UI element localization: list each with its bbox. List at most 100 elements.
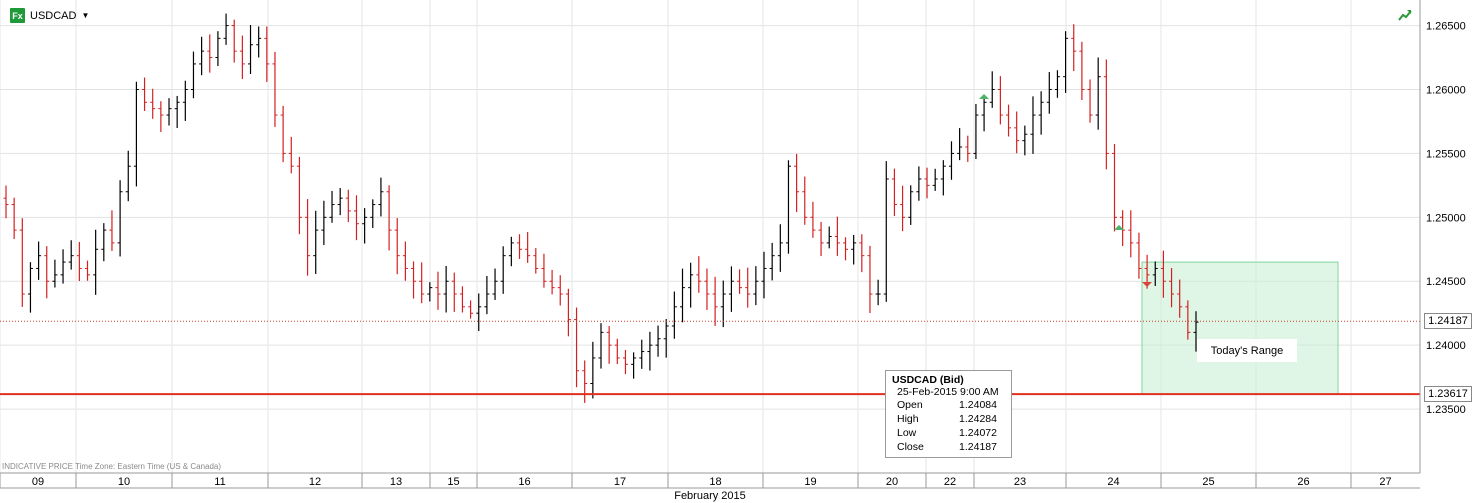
ohlc-bar [590,341,596,399]
x-axis: 09 10 11 12 13 15 16 17 18 19 20 22 23 24 25 26 27 Februa… [0,472,1420,502]
ohlc-bar [1120,210,1126,247]
ohlc-bar [948,141,954,180]
ohlc-bar [688,262,694,308]
ohlc-bar [761,251,767,299]
ohlc-bar [248,24,254,75]
ohlc-bar [158,101,164,133]
ohlc-bar [427,282,433,302]
ohlc-bar [647,331,653,371]
ohlc-bar [19,218,25,307]
ohlc-bar [101,223,107,262]
x-tick-label: 26 [1297,476,1309,488]
ohlc-bar [712,276,718,326]
ohlc-bar [989,71,995,108]
x-tick-label: 20 [886,476,898,488]
ohlc-bar [908,185,914,225]
ohlc-bar [916,166,922,201]
ohlc-bar [720,280,726,328]
ohlc-bar [199,36,205,76]
ohlc-bar [451,272,457,312]
ohlc-bar [443,266,449,313]
ohlc-bar [231,19,237,63]
price-tooltip: USDCAD (Bid) 25-Feb-2015 9:00 AM Open 1.2… [885,370,1012,458]
dropdown-caret-icon[interactable]: ▼ [81,11,90,20]
ohlc-bar [1103,59,1109,170]
ohlc-bars [3,13,1199,403]
x-tick-label: 19 [804,476,816,488]
ohlc-bar [93,229,99,295]
ohlc-bar [36,241,42,280]
y-tick-label: 1.26500 [1426,21,1466,33]
buy-signal-marker [979,94,989,99]
tooltip-row-open: Open 1.24084 [897,399,997,411]
ohlc-bar [484,275,490,315]
ohlc-bar [875,279,881,306]
ohlc-bar [166,98,172,126]
ohlc-bar [565,288,571,337]
tooltip-title: USDCAD (Bid) [892,374,964,386]
ohlc-bar [997,76,1003,125]
ohlc-bar [305,199,311,276]
ohlc-bar [1087,79,1093,123]
ohlc-bar [1006,104,1012,137]
ohlc-bar [1014,111,1020,154]
ohlc-bar [631,352,637,379]
ohlc-bar [663,319,669,358]
x-tick-label: 24 [1107,476,1119,488]
x-tick-label: 25 [1202,476,1214,488]
symbol-label: USDCAD [30,9,77,22]
ohlc-bar [810,201,816,238]
sell-signal-marker [1142,282,1152,287]
x-tick-label: 12 [309,476,321,488]
ohlc-bar [435,271,441,310]
x-tick-label: 15 [447,476,459,488]
ohlc-bar [1160,250,1166,298]
chart-grid [0,0,1420,473]
ohlc-bar [223,13,229,45]
ohlc-bar [924,167,930,199]
ohlc-bar [574,307,580,388]
ohlc-bar [11,197,17,239]
ohlc-bar [345,189,351,223]
ohlc-bar [215,31,221,67]
ohlc-bar [900,185,906,232]
ohlc-bar [207,34,213,73]
ohlc-bar [411,261,417,299]
ohlc-bar [639,339,645,369]
ohlc-bar [1046,72,1052,114]
ohlc-bar [419,262,425,304]
ohlc-bar [296,156,302,235]
ohlc-bar [394,217,400,275]
ohlc-bar [1128,210,1134,258]
ohlc-bar [680,268,686,323]
ohlc-bar [329,190,335,223]
buy-signal-marker [1114,225,1124,230]
todays-range-box [1141,261,1339,395]
x-tick-label: 17 [614,476,626,488]
tooltip-row-low: Low 1.24072 [897,427,997,439]
support-price-tag: 1.23617 [1424,386,1472,403]
ohlc-bar [76,241,82,282]
y-tick-label: 1.23500 [1426,404,1466,416]
y-tick-label: 1.25500 [1426,148,1466,160]
ohlc-bar [785,160,791,254]
ohlc-bar [826,226,832,249]
ohlc-bar [85,260,91,281]
ohlc-bar [280,105,286,163]
ohlc-bar [883,161,889,302]
symbol-header[interactable]: Fx USDCAD ▼ [10,8,89,23]
ohlc-bar [940,160,946,196]
ohlc-bar [1071,24,1077,72]
trend-up-icon[interactable] [1398,9,1412,21]
ohlc-bar [582,360,588,403]
ohlc-bar [965,135,971,162]
x-tick-label: 18 [709,476,721,488]
ohlc-bar [313,210,319,274]
ohlc-bar [769,242,775,281]
signal-markers [979,94,1152,287]
ohlc-bar [337,188,343,216]
x-axis-label: February 2015 [674,490,746,502]
ohlc-bar [1030,96,1036,154]
ohlc-bar [843,237,849,261]
ohlc-bar [1177,279,1183,318]
